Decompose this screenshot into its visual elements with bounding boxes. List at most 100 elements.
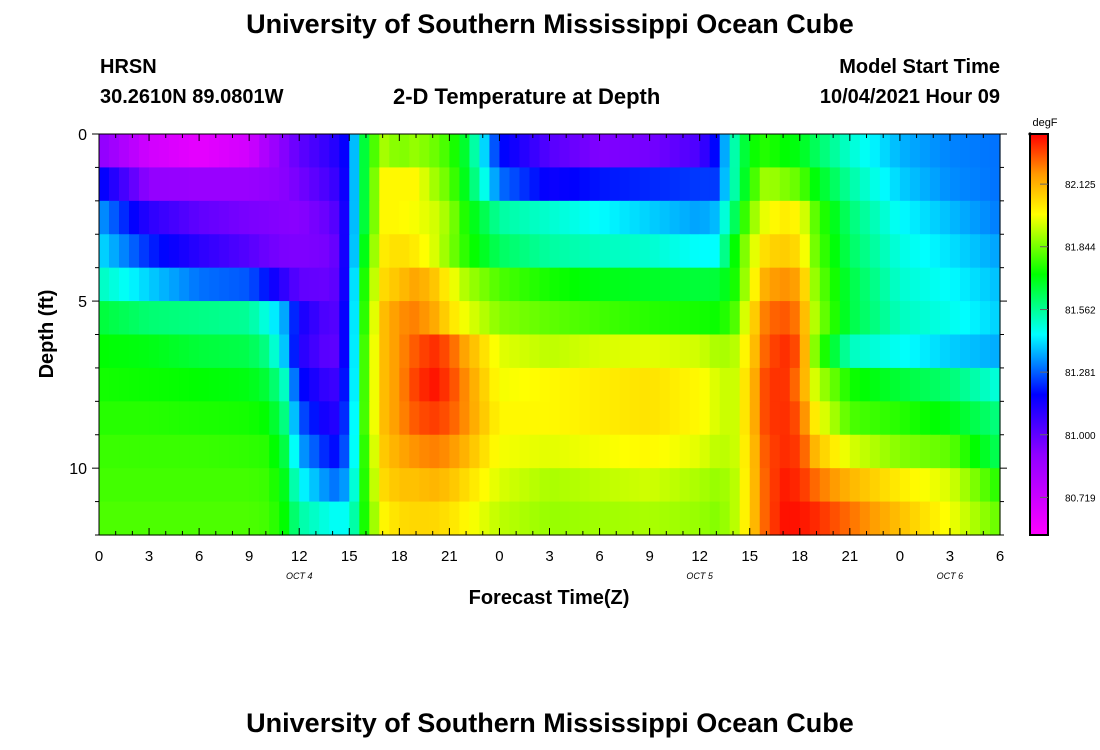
heatmap-cell [699, 234, 711, 269]
heatmap-cell [119, 401, 130, 436]
heatmap-cell [809, 200, 821, 235]
heatmap-cell [259, 134, 270, 169]
heatmap-cell [659, 134, 671, 169]
heatmap-cell [569, 401, 581, 436]
heatmap-cell [479, 301, 491, 336]
heatmap-cell [569, 267, 581, 302]
heatmap-cell [969, 401, 981, 436]
heatmap-cell [119, 301, 130, 336]
heatmap-cell [609, 234, 621, 269]
heatmap-cell [919, 468, 931, 503]
heatmap-cell [929, 167, 941, 202]
heatmap-cell [209, 434, 220, 469]
heatmap-cell [959, 334, 971, 369]
heatmap-cell [519, 134, 531, 169]
heatmap-cell [189, 367, 200, 402]
heatmap-cell [419, 200, 430, 235]
model-start-time: 10/04/2021 Hour 09 [819, 86, 1000, 108]
heatmap-cell [659, 200, 671, 235]
heatmap-cell [699, 167, 711, 202]
heatmap-cell [249, 401, 260, 436]
heatmap-cell [909, 200, 921, 235]
heatmap-cell [789, 267, 801, 302]
heatmap-cell [949, 367, 961, 402]
heatmap-cell [359, 401, 370, 436]
heatmap-cell [689, 134, 701, 169]
heatmap-cell [109, 434, 120, 469]
heatmap-cell [979, 468, 991, 503]
heatmap-cell [699, 334, 711, 369]
heatmap-cell [99, 167, 110, 202]
heatmap-cell [449, 301, 460, 336]
heatmap-cell [869, 468, 881, 503]
heatmap-cell [729, 501, 741, 536]
heatmap-cell [589, 267, 601, 302]
heatmap-cell [109, 501, 120, 536]
heatmap-cell [119, 468, 130, 503]
heatmap-cell [269, 267, 280, 302]
heatmap-cell [569, 434, 581, 469]
heatmap-cell [859, 301, 871, 336]
heatmap-cell [769, 200, 781, 235]
heatmap-cell [479, 167, 491, 202]
heatmap-cell [289, 134, 300, 169]
heatmap-cell [139, 134, 150, 169]
x-tick-label: 6 [195, 548, 203, 565]
heatmap-cell [489, 200, 501, 235]
heatmap-cell [349, 501, 360, 536]
heatmap-cell [439, 468, 450, 503]
heatmap-cell [969, 301, 981, 336]
heatmap-cell [989, 167, 1001, 202]
heatmap-cell [659, 234, 671, 269]
heatmap-cell [189, 301, 200, 336]
heatmap-cell [909, 267, 921, 302]
heatmap-cell [439, 501, 450, 536]
heatmap-cell [739, 167, 751, 202]
heatmap-cell [969, 434, 981, 469]
heatmap-cell [469, 401, 481, 436]
heatmap-cell [679, 167, 691, 202]
heatmap-cell [109, 200, 120, 235]
heatmap-cell [369, 167, 380, 202]
heatmap-cell [539, 167, 551, 202]
heatmap-cell [529, 367, 541, 402]
heatmap-cell [929, 334, 941, 369]
heatmap-cell [759, 134, 771, 169]
heatmap-cell [619, 301, 631, 336]
heatmap-cell [889, 200, 901, 235]
heatmap-cell [489, 367, 501, 402]
heatmap-cell [249, 501, 260, 536]
heatmap-cell [889, 501, 901, 536]
heatmap-cell [289, 267, 300, 302]
heatmap-cell [569, 134, 581, 169]
heatmap-cell [329, 301, 340, 336]
heatmap-cell [859, 501, 871, 536]
heatmap-cell [879, 234, 891, 269]
heatmap-cell [279, 267, 290, 302]
heatmap-cell [909, 468, 921, 503]
heatmap-cell [419, 167, 430, 202]
heatmap-cell [559, 200, 571, 235]
heatmap-cell [519, 200, 531, 235]
heatmap-cell [779, 434, 791, 469]
heatmap-cell [489, 334, 501, 369]
heatmap-cell [659, 468, 671, 503]
heatmap-cell [709, 267, 721, 302]
heatmap-cell [779, 468, 791, 503]
heatmap-cell [819, 301, 831, 336]
heatmap-cell [379, 267, 390, 302]
heatmap-cell [319, 267, 330, 302]
heatmap-cell [199, 200, 210, 235]
heatmap-cell [259, 334, 270, 369]
heatmap-cell [299, 434, 310, 469]
heatmap-cell [429, 200, 440, 235]
heatmap-cell [449, 167, 460, 202]
heatmap-cell [339, 234, 350, 269]
heatmap-cell [839, 134, 851, 169]
heatmap-cell [739, 301, 751, 336]
heatmap-cell [479, 334, 491, 369]
x-axis-label: Forecast Time(Z) [469, 587, 630, 609]
heatmap-cell [869, 267, 881, 302]
heatmap-cell [269, 468, 280, 503]
heatmap-cell [759, 301, 771, 336]
